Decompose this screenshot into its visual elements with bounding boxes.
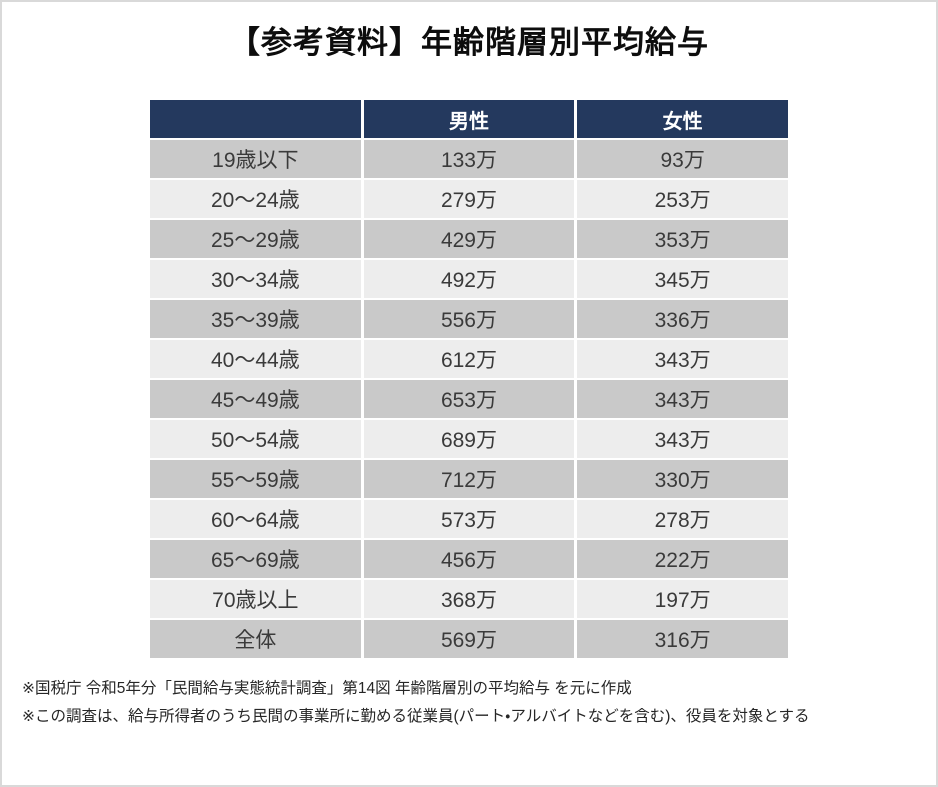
female-value-cell: 343万 xyxy=(574,378,791,421)
male-value-cell: 368万 xyxy=(360,578,578,621)
table-row: 60〜64歳 573万 278万 xyxy=(147,498,791,541)
female-value-cell: 197万 xyxy=(574,578,791,621)
header-row: 男性 女性 xyxy=(147,98,791,141)
female-value-cell: 353万 xyxy=(574,218,791,261)
male-value-cell: 492万 xyxy=(360,258,578,301)
female-value-cell: 345万 xyxy=(574,258,791,301)
table-row: 30〜34歳 492万 345万 xyxy=(147,258,791,301)
age-cell: 19歳以下 xyxy=(147,138,364,181)
table-row: 55〜59歳 712万 330万 xyxy=(147,458,791,501)
age-cell: 45〜49歳 xyxy=(147,378,364,421)
male-value-cell: 429万 xyxy=(360,218,578,261)
age-cell: 65〜69歳 xyxy=(147,538,364,581)
table-row: 19歳以下 133万 93万 xyxy=(147,138,791,181)
female-value-cell: 278万 xyxy=(574,498,791,541)
table-row: 70歳以上 368万 197万 xyxy=(147,578,791,621)
male-value-cell: 653万 xyxy=(360,378,578,421)
page-title: 【参考資料】年齢階層別平均給与 xyxy=(229,25,709,60)
table-body: 19歳以下 133万 93万 20〜24歳 279万 253万 25〜29歳 429万 353万… xyxy=(147,138,791,661)
female-value-cell: 330万 xyxy=(574,458,791,501)
age-cell: 25〜29歳 xyxy=(147,218,364,261)
age-cell: 50〜54歳 xyxy=(147,418,364,461)
male-value-cell: 279万 xyxy=(360,178,578,221)
table-row: 65〜69歳 456万 222万 xyxy=(147,538,791,581)
header-cell-female: 女性 xyxy=(574,98,791,141)
female-value-cell: 316万 xyxy=(574,618,791,661)
header-cell-male: 男性 xyxy=(360,98,578,141)
male-value-cell: 573万 xyxy=(360,498,578,541)
footnote-scope: ※この調査は、給与所得者のうち民間の事業所に勤める従業員(パート・アルバイトなど… xyxy=(22,708,810,726)
table-row: 40〜44歳 612万 343万 xyxy=(147,338,791,381)
header-cell-age xyxy=(147,98,364,141)
female-value-cell: 222万 xyxy=(574,538,791,581)
footnote-source: ※国税庁 令和5年分「民間給与実態統計調査」第14図 年齢階層別の平均給与 を元… xyxy=(22,680,632,698)
male-value-cell: 456万 xyxy=(360,538,578,581)
male-value-cell: 556万 xyxy=(360,298,578,341)
female-value-cell: 336万 xyxy=(574,298,791,341)
male-value-cell: 569万 xyxy=(360,618,578,661)
table-row: 45〜49歳 653万 343万 xyxy=(147,378,791,421)
table-row: 25〜29歳 429万 353万 xyxy=(147,218,791,261)
age-cell: 60〜64歳 xyxy=(147,498,364,541)
footnotes: ※国税庁 令和5年分「民間給与実態統計調査」第14図 年齢階層別の平均給与 を元… xyxy=(22,675,936,731)
table-row: 35〜39歳 556万 336万 xyxy=(147,298,791,341)
table-row: 全体 569万 316万 xyxy=(147,618,791,661)
female-value-cell: 93万 xyxy=(574,138,791,181)
table-row: 50〜54歳 689万 343万 xyxy=(147,418,791,461)
female-value-cell: 253万 xyxy=(574,178,791,221)
male-value-cell: 689万 xyxy=(360,418,578,461)
table-row: 20〜24歳 279万 253万 xyxy=(147,178,791,221)
age-cell: 30〜34歳 xyxy=(147,258,364,301)
female-value-cell: 343万 xyxy=(574,338,791,381)
age-cell: 55〜59歳 xyxy=(147,458,364,501)
salary-table: 男性 女性 19歳以下 133万 93万 20〜24歳 279万 253万 25〜29歳 42… xyxy=(147,98,791,661)
male-value-cell: 612万 xyxy=(360,338,578,381)
age-cell: 35〜39歳 xyxy=(147,298,364,341)
female-value-cell: 343万 xyxy=(574,418,791,461)
table-header: 男性 女性 xyxy=(147,98,791,141)
age-cell: 20〜24歳 xyxy=(147,178,364,221)
male-value-cell: 133万 xyxy=(360,138,578,181)
age-cell: 40〜44歳 xyxy=(147,338,364,381)
male-value-cell: 712万 xyxy=(360,458,578,501)
age-cell: 全体 xyxy=(147,618,364,661)
age-cell: 70歳以上 xyxy=(147,578,364,621)
